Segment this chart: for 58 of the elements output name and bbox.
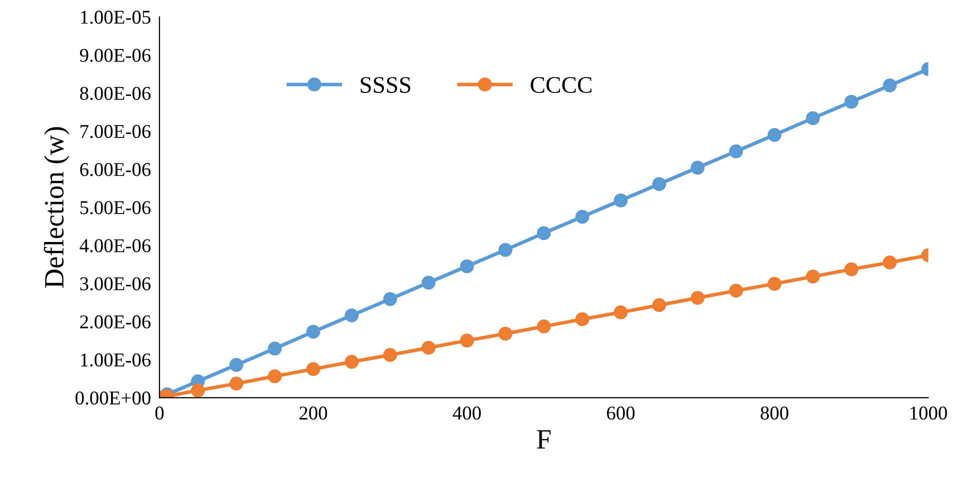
point	[690, 290, 705, 305]
y-tick-label: 4.00E-06	[80, 239, 151, 252]
point	[882, 78, 897, 92]
x-tick-label: 600	[607, 406, 635, 420]
point	[536, 320, 551, 334]
point	[229, 376, 244, 391]
point	[575, 312, 590, 326]
point	[422, 340, 436, 355]
y-tick-label: 3.00E-06	[80, 277, 151, 290]
point	[690, 160, 705, 175]
point	[460, 259, 474, 274]
point	[575, 210, 590, 224]
point	[268, 342, 282, 356]
point	[768, 276, 782, 291]
x-tick-label: 800	[760, 406, 788, 420]
point	[652, 177, 666, 191]
y-tick-label: 1.00E-06	[81, 353, 151, 367]
point	[729, 284, 744, 298]
point	[460, 334, 474, 348]
x-tick-label: 0	[155, 406, 164, 420]
point	[383, 348, 398, 362]
y-tick-label: 7.00E-06	[80, 124, 151, 138]
point	[536, 226, 551, 240]
point	[729, 144, 744, 158]
point	[422, 276, 436, 290]
x-axis-title: F	[536, 430, 551, 448]
point	[498, 326, 512, 341]
point	[614, 193, 628, 208]
legend-label: CCCC	[530, 77, 592, 93]
point	[190, 383, 205, 398]
point	[844, 94, 858, 109]
point	[344, 308, 359, 322]
y-axis-title: Deflection (w)	[44, 127, 70, 288]
x-tick-label: 400	[452, 406, 481, 420]
point	[498, 242, 512, 257]
point	[806, 270, 820, 284]
point	[652, 298, 666, 312]
y-tick-label: 0.00E+00	[76, 391, 150, 405]
y-tick-label: 8.00E-06	[80, 86, 151, 100]
point	[383, 292, 398, 306]
y-tick-label: 2.00E-06	[80, 315, 151, 329]
legend-label: SSSS	[360, 77, 410, 93]
point	[882, 256, 897, 270]
x-tick-label: 1000	[910, 406, 947, 420]
point	[614, 305, 628, 320]
point	[268, 369, 282, 384]
point	[306, 362, 320, 376]
point	[229, 358, 244, 372]
point	[768, 128, 782, 142]
point	[844, 262, 858, 276]
y-tick-label: 6.00E-06	[80, 163, 151, 176]
y-tick-label: 5.00E-06	[80, 201, 151, 214]
point	[344, 354, 359, 369]
x-tick-label: 200	[300, 406, 328, 420]
point	[806, 111, 820, 126]
y-tick-label: 9.00E-06	[80, 48, 151, 62]
point	[306, 324, 320, 339]
y-tick-label: 1.00E-05	[81, 10, 150, 24]
